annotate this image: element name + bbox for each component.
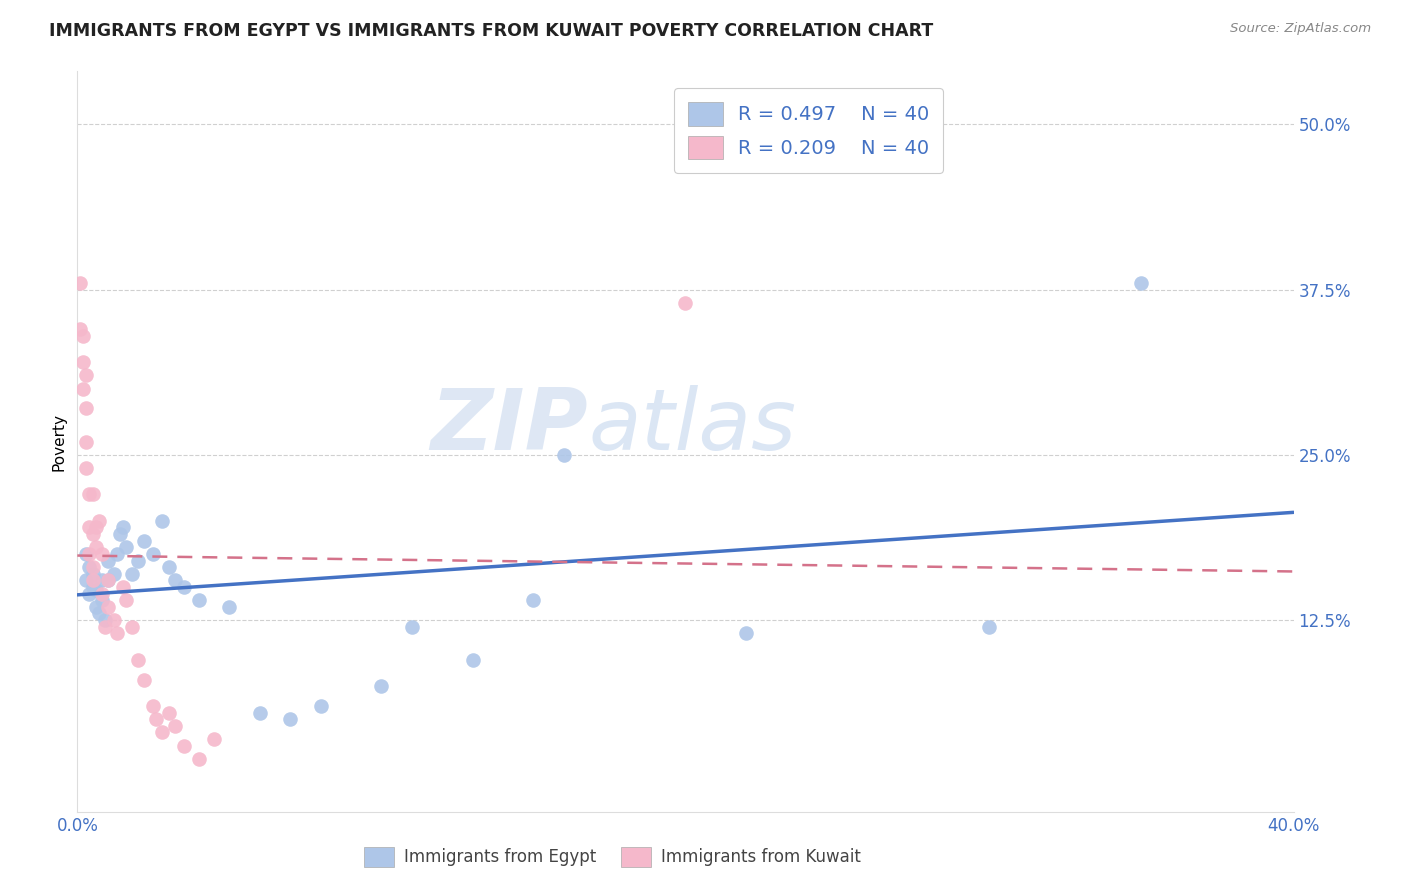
Point <box>675 295 697 310</box>
Point <box>97 599 120 614</box>
Point <box>142 698 165 713</box>
Point <box>90 574 112 588</box>
Point <box>461 653 484 667</box>
Point <box>84 582 107 597</box>
Point <box>69 276 91 290</box>
Point <box>93 620 115 634</box>
Point <box>553 448 575 462</box>
Point <box>103 566 125 581</box>
Point <box>79 547 101 561</box>
Point <box>69 322 91 336</box>
Point <box>97 574 120 588</box>
Point <box>90 547 112 561</box>
Point <box>82 566 104 581</box>
Point <box>127 653 149 667</box>
Point <box>82 574 104 588</box>
Point <box>218 599 240 614</box>
Point <box>735 626 758 640</box>
Point <box>142 547 165 561</box>
Legend: Immigrants from Egypt, Immigrants from Kuwait: Immigrants from Egypt, Immigrants from K… <box>357 840 868 874</box>
Point <box>115 593 138 607</box>
Point <box>79 586 101 600</box>
Point <box>522 593 544 607</box>
Point <box>75 461 97 475</box>
Point <box>202 731 225 746</box>
Point <box>127 553 149 567</box>
Point <box>157 706 180 720</box>
Point <box>278 712 301 726</box>
Point <box>79 520 101 534</box>
Point <box>115 541 138 555</box>
Point <box>188 752 211 766</box>
Point <box>173 580 195 594</box>
Point <box>97 574 120 588</box>
Point <box>105 547 128 561</box>
Point <box>111 580 134 594</box>
Point <box>75 401 97 416</box>
Point <box>93 613 115 627</box>
Point <box>75 368 97 383</box>
Point <box>134 533 156 548</box>
Point <box>79 487 101 501</box>
Point <box>75 547 97 561</box>
Y-axis label: Poverty: Poverty <box>51 412 66 471</box>
Point <box>90 586 112 600</box>
Point <box>370 679 392 693</box>
Point <box>87 607 110 621</box>
Point <box>979 620 1001 634</box>
Point <box>157 560 180 574</box>
Point <box>111 520 134 534</box>
Text: atlas: atlas <box>588 385 796 468</box>
Point <box>103 613 125 627</box>
Point <box>401 620 423 634</box>
Point <box>173 739 195 753</box>
Point <box>152 725 174 739</box>
Point <box>145 712 167 726</box>
Point <box>121 566 143 581</box>
Point <box>163 574 186 588</box>
Point <box>82 560 104 574</box>
Point <box>121 620 143 634</box>
Text: Source: ZipAtlas.com: Source: ZipAtlas.com <box>1230 22 1371 36</box>
Point <box>84 541 107 555</box>
Point <box>75 434 97 449</box>
Point <box>72 355 94 369</box>
Point <box>72 382 94 396</box>
Point <box>188 593 211 607</box>
Point <box>1130 276 1153 290</box>
Text: ZIP: ZIP <box>430 385 588 468</box>
Point <box>152 514 174 528</box>
Point <box>79 560 101 574</box>
Point <box>84 599 107 614</box>
Point <box>90 593 112 607</box>
Point <box>163 719 186 733</box>
Point <box>105 626 128 640</box>
Text: IMMIGRANTS FROM EGYPT VS IMMIGRANTS FROM KUWAIT POVERTY CORRELATION CHART: IMMIGRANTS FROM EGYPT VS IMMIGRANTS FROM… <box>49 22 934 40</box>
Point <box>309 698 332 713</box>
Point <box>82 527 104 541</box>
Point <box>97 553 120 567</box>
Point <box>249 706 271 720</box>
Point <box>87 514 110 528</box>
Point <box>108 527 131 541</box>
Point <box>72 328 94 343</box>
Point <box>84 520 107 534</box>
Point <box>75 574 97 588</box>
Point <box>134 673 156 687</box>
Point <box>82 487 104 501</box>
Point <box>82 580 104 594</box>
